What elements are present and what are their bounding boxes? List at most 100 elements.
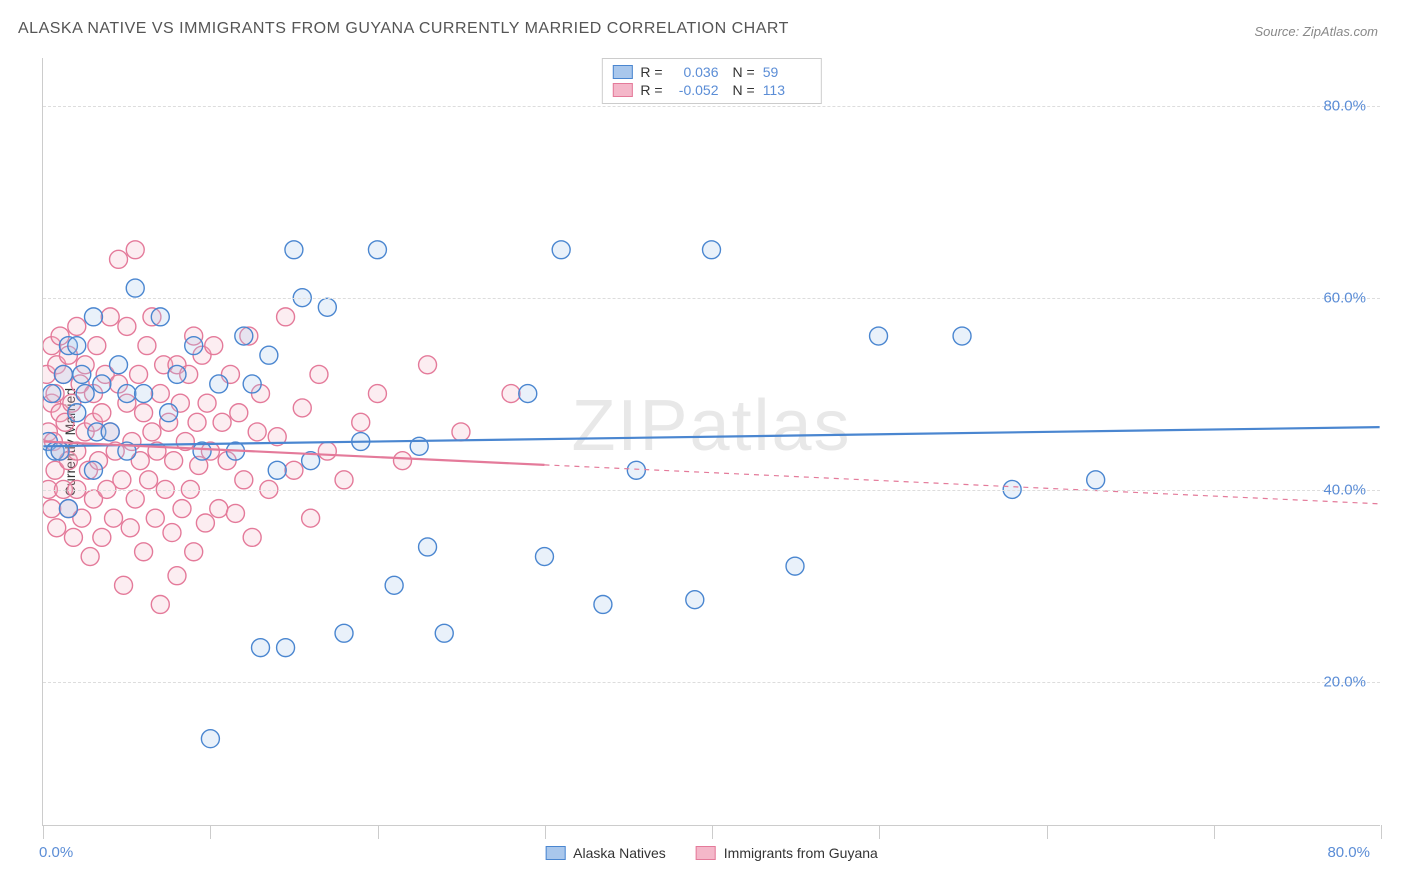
scatter-point <box>84 385 102 403</box>
scatter-point <box>73 509 91 527</box>
scatter-point <box>115 576 133 594</box>
x-axis-start-label: 0.0% <box>39 844 73 861</box>
scatter-point <box>59 337 77 355</box>
scatter-point <box>126 279 144 297</box>
x-tick <box>1381 825 1382 839</box>
scatter-point <box>302 509 320 527</box>
scatter-point <box>110 356 128 374</box>
chart-title: ALASKA NATIVE VS IMMIGRANTS FROM GUYANA … <box>18 20 789 38</box>
scatter-point <box>335 471 353 489</box>
scatter-point <box>870 327 888 345</box>
scatter-point <box>268 428 286 446</box>
scatter-point <box>226 442 244 460</box>
scatter-point <box>51 442 69 460</box>
scatter-point <box>59 500 77 518</box>
scatter-point <box>135 404 153 422</box>
x-tick <box>210 825 211 839</box>
scatter-point <box>260 346 278 364</box>
scatter-point <box>160 413 178 431</box>
scatter-point <box>163 524 181 542</box>
scatter-point <box>96 365 114 383</box>
scatter-point <box>452 423 470 441</box>
scatter-point <box>185 337 203 355</box>
scatter-point <box>594 595 612 613</box>
scatter-point <box>205 337 223 355</box>
scatter-point <box>46 461 64 479</box>
scatter-point <box>410 437 428 455</box>
scatter-point <box>146 509 164 527</box>
scatter-point <box>302 452 320 470</box>
scatter-point <box>43 337 61 355</box>
scatter-point <box>44 433 62 451</box>
n-value: 113 <box>763 82 811 98</box>
scatter-point <box>93 375 111 393</box>
scatter-point <box>118 442 136 460</box>
scatter-point <box>193 346 211 364</box>
y-tick-label: 20.0% <box>1323 674 1366 691</box>
scatter-point <box>953 327 971 345</box>
chart-svg <box>43 58 1380 825</box>
scatter-point <box>285 241 303 259</box>
scatter-point <box>252 639 270 657</box>
scatter-point <box>88 337 106 355</box>
scatter-point <box>48 356 66 374</box>
scatter-point <box>535 548 553 566</box>
scatter-point <box>46 442 64 460</box>
scatter-point <box>121 519 139 537</box>
scatter-point <box>135 543 153 561</box>
scatter-point <box>703 241 721 259</box>
scatter-point <box>143 308 161 326</box>
scatter-point <box>143 423 161 441</box>
scatter-point <box>243 375 261 393</box>
scatter-point <box>131 452 149 470</box>
scatter-point <box>210 500 228 518</box>
scatter-point <box>160 404 178 422</box>
scatter-point <box>519 385 537 403</box>
gridline <box>43 298 1380 299</box>
scatter-point <box>318 442 336 460</box>
gridline <box>43 490 1380 491</box>
scatter-point <box>419 538 437 556</box>
scatter-point <box>68 404 86 422</box>
scatter-point <box>101 423 119 441</box>
r-label: R = <box>640 64 662 80</box>
scatter-point <box>63 394 81 412</box>
scatter-point <box>51 327 69 345</box>
scatter-point <box>193 442 211 460</box>
scatter-point <box>196 514 214 532</box>
scatter-point <box>240 327 258 345</box>
scatter-point <box>198 394 216 412</box>
scatter-point <box>90 452 108 470</box>
scatter-point <box>76 356 94 374</box>
scatter-point <box>201 442 219 460</box>
r-value: 0.036 <box>671 64 719 80</box>
scatter-point <box>84 413 102 431</box>
scatter-point <box>51 404 69 422</box>
scatter-point <box>218 452 236 470</box>
legend-swatch <box>612 83 632 97</box>
scatter-point <box>118 317 136 335</box>
n-value: 59 <box>763 64 811 80</box>
scatter-point <box>68 337 86 355</box>
legend-swatch <box>696 846 716 860</box>
scatter-point <box>310 365 328 383</box>
scatter-point <box>1087 471 1105 489</box>
x-tick <box>1214 825 1215 839</box>
scatter-point <box>84 461 102 479</box>
scatter-point <box>230 404 248 422</box>
gridline <box>43 682 1380 683</box>
stats-legend: R =0.036N =59R =-0.052N =113 <box>601 58 821 104</box>
scatter-point <box>368 241 386 259</box>
legend-item: Immigrants from Guyana <box>696 845 878 861</box>
scatter-point <box>285 461 303 479</box>
scatter-point <box>335 624 353 642</box>
scatter-point <box>293 399 311 417</box>
x-tick <box>712 825 713 839</box>
scatter-point <box>686 591 704 609</box>
trend-line-dashed <box>544 465 1379 504</box>
plot-area: ZIPatlas R =0.036N =59R =-0.052N =113 20… <box>42 58 1380 826</box>
y-tick-label: 40.0% <box>1323 482 1366 499</box>
scatter-point <box>43 385 61 403</box>
scatter-point <box>151 308 169 326</box>
gridline <box>43 106 1380 107</box>
